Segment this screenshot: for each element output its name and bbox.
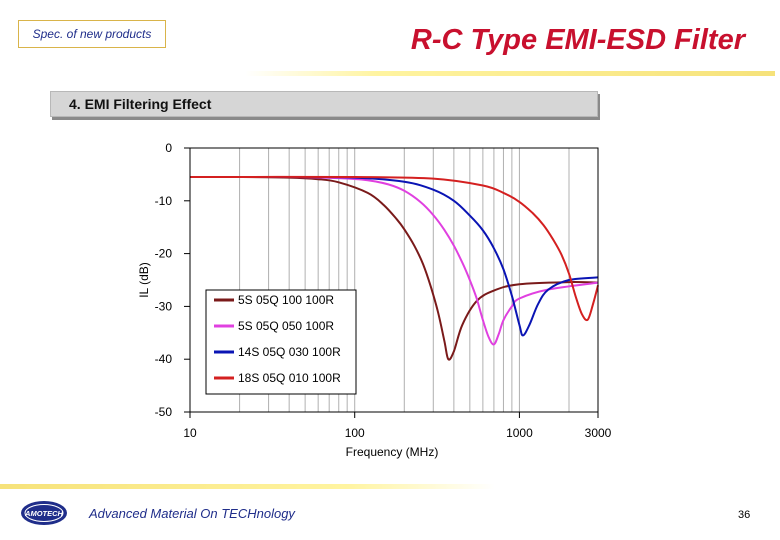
legend-label: 14S 05Q 030 100R [238, 345, 341, 359]
x-axis-label: Frequency (MHz) [346, 445, 439, 459]
series-line-4 [189, 175, 599, 322]
series-line-2 [189, 175, 599, 346]
y-axis-label: IL (dB) [137, 262, 151, 298]
spec-label-box: Spec. of new products [18, 20, 166, 48]
footer-tagline: Advanced Material On TECHnology [89, 506, 295, 521]
y-tick-label: -20 [155, 247, 173, 261]
slide-title: R-C Type EMI-ESD Filter [410, 24, 745, 56]
logo-text: AMOTECH [24, 509, 63, 518]
y-tick-label: -30 [155, 299, 173, 313]
x-tick-label: 10 [183, 426, 197, 440]
page-number: 36 [738, 509, 751, 521]
legend-label: 18S 05Q 010 100R [238, 371, 341, 385]
legend-label: 5S 05Q 050 100R [238, 319, 334, 333]
section-heading-box: 4. EMI Filtering Effect [50, 91, 598, 117]
spec-label: Spec. of new products [32, 27, 152, 41]
footer-rule [0, 484, 495, 489]
x-tick-label: 100 [345, 426, 365, 440]
legend-label: 5S 05Q 100 100R [238, 293, 334, 307]
series-line-1 [189, 176, 599, 361]
grid-lines [239, 148, 570, 412]
series-line-3 [189, 175, 599, 337]
x-tick-label: 3000 [585, 426, 612, 440]
series-lines [189, 175, 599, 361]
section-heading: 4. EMI Filtering Effect [69, 96, 212, 112]
y-tick-label: -10 [155, 194, 173, 208]
y-tick-label: -50 [155, 405, 173, 419]
legend: 5S 05Q 100 100R 5S 05Q 050 100R 14S 05Q 03… [205, 289, 357, 395]
y-tick-label: 0 [165, 141, 172, 155]
amotech-logo: AMOTECH [21, 501, 67, 525]
plot-frame [189, 147, 599, 413]
y-tick-label: -40 [155, 352, 173, 366]
x-tick-label: 1000 [506, 426, 533, 440]
axis-ticks: 0 -10 -20 -30 -40 -50 10 100 1000 3000 [155, 141, 612, 440]
title-underline [245, 71, 775, 76]
